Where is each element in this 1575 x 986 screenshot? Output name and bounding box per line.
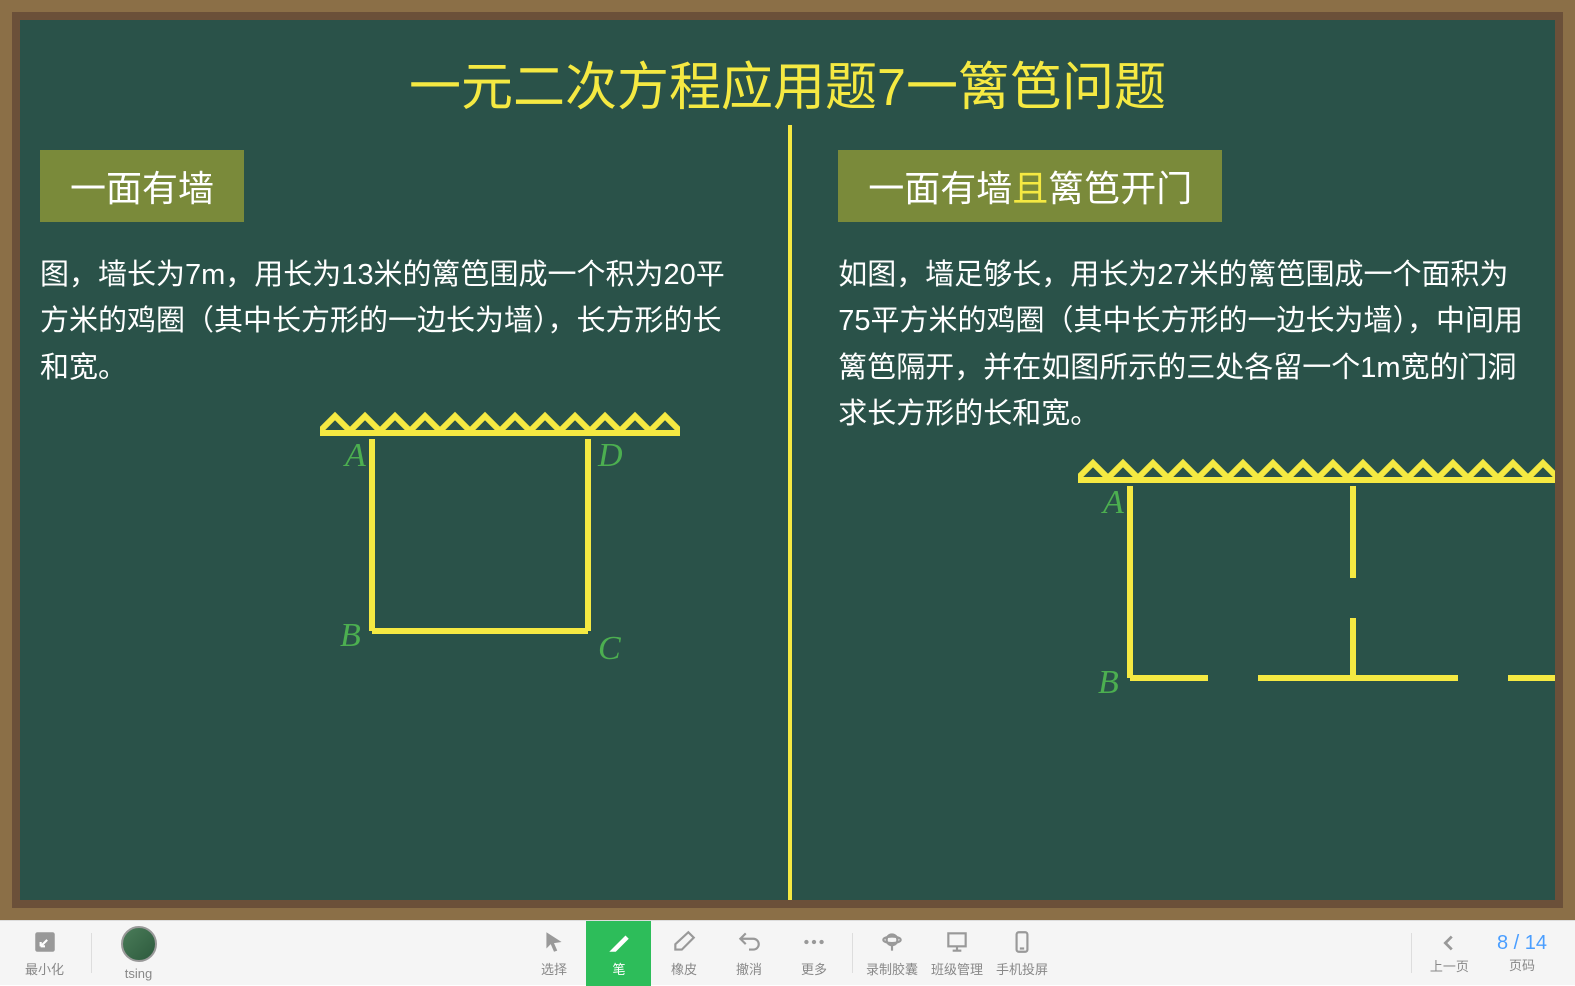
more-label: 更多 [801,959,827,978]
left-problem-text: 图，墙长为7m，用长为13米的篱笆围成一个积为20平方米的鸡圈（其中长方形的一边… [40,252,737,391]
right-diagram: A B C [1078,458,1535,718]
vertex-c2: C [1558,677,1563,714]
toolbar-right: 上一页 8 / 14 页码 [1405,921,1575,986]
separator [91,933,92,973]
separator [852,933,853,973]
vertex-a: A [343,437,366,474]
chalkboard: 一元二次方程应用题7一篱笆问题 一面有墙 图，墙长为7m，用长为13米的篱笆围成… [12,12,1563,908]
vertex-d: D [597,437,623,474]
cursor-icon [541,929,567,955]
left-figure: A D B C [320,411,680,671]
right-subtitle: 一面有墙且篱笆开门 [838,150,1222,222]
class-icon [944,929,970,955]
board-frame: 一元二次方程应用题7一篱笆问题 一面有墙 图，墙长为7m，用长为13米的篱笆围成… [0,0,1575,920]
minimize-button[interactable]: 最小化 [12,921,77,986]
minimize-label: 最小化 [25,959,64,978]
page-label: 页码 [1509,955,1535,974]
undo-icon [736,929,762,955]
toolbar: 最小化 tsing 选择 笔 橡皮 撤消 更多 [0,920,1575,985]
record-button[interactable]: 录制胶囊 [859,921,924,986]
phone-icon [1009,929,1035,955]
eraser-button[interactable]: 橡皮 [651,921,716,986]
more-button[interactable]: 更多 [781,921,846,986]
toolbar-left: 最小化 tsing [0,921,171,986]
class-label: 班级管理 [931,959,983,978]
prev-label: 上一页 [1430,956,1469,975]
user-label: tsing [125,966,152,981]
vertex-c: C [598,630,621,667]
record-icon [879,929,905,955]
minimize-icon [32,929,58,955]
user-button[interactable]: tsing [106,921,171,986]
avatar [121,926,157,962]
select-label: 选择 [541,959,567,978]
eraser-icon [671,929,697,955]
eraser-label: 橡皮 [671,959,697,978]
more-icon [801,929,827,955]
chevron-left-icon [1438,932,1460,954]
class-button[interactable]: 班级管理 [924,921,989,986]
subtitle-pre: 一面有墙 [868,168,1012,209]
right-panel: 一面有墙且篱笆开门 如图，墙足够长，用长为27米的篱笆围成一个面积为75平方米的… [818,150,1555,718]
pen-button[interactable]: 笔 [586,921,651,986]
subtitle-highlight: 且 [1012,168,1048,209]
page-title: 一元二次方程应用题7一篱笆问题 [20,20,1555,140]
select-button[interactable]: 选择 [521,921,586,986]
record-label: 录制胶囊 [866,959,918,978]
separator [1411,933,1412,973]
page-indicator[interactable]: 8 / 14 页码 [1481,932,1563,974]
undo-label: 撤消 [736,959,762,978]
pen-label: 笔 [612,959,625,978]
center-divider [788,125,792,908]
toolbar-center: 选择 笔 橡皮 撤消 更多 录制胶囊 班级管理 手机投屏 [521,921,1054,986]
subtitle-post: 篱笆开门 [1048,168,1192,209]
undo-button[interactable]: 撤消 [716,921,781,986]
left-subtitle: 一面有墙 [40,150,244,222]
page-number: 8 / 14 [1481,932,1563,955]
phone-label: 手机投屏 [996,959,1048,978]
left-panel: 一面有墙 图，墙长为7m，用长为13米的篱笆围成一个积为20平方米的鸡圈（其中长… [20,150,757,671]
pen-icon [606,929,632,955]
right-figure: A B C [1078,458,1563,718]
prev-page-button[interactable]: 上一页 [1422,921,1477,986]
vertex-b2: B [1098,664,1119,701]
right-problem-text: 如图，墙足够长，用长为27米的篱笆围成一个面积为75平方米的鸡圈（其中长方形的一… [838,252,1535,438]
phone-button[interactable]: 手机投屏 [989,921,1054,986]
left-diagram: A D B C [320,411,737,671]
vertex-a2: A [1101,484,1124,521]
vertex-b: B [340,617,361,654]
